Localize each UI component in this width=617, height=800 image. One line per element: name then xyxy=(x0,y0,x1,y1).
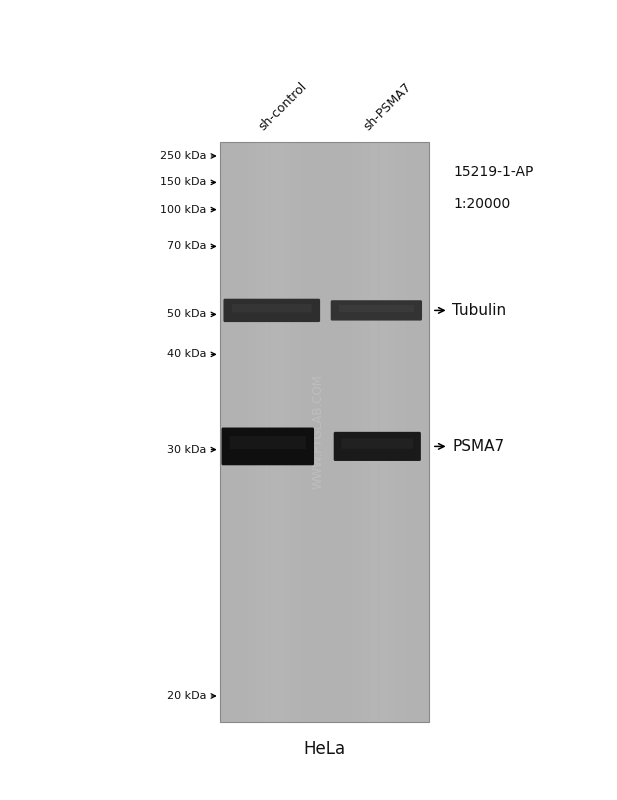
Bar xyxy=(361,142,365,722)
Bar xyxy=(379,142,383,722)
Bar xyxy=(392,142,396,722)
Bar xyxy=(287,142,291,722)
Bar xyxy=(230,142,234,722)
FancyBboxPatch shape xyxy=(232,304,312,312)
Bar xyxy=(261,142,265,722)
Bar xyxy=(334,142,339,722)
Text: Tubulin: Tubulin xyxy=(452,303,507,318)
Text: 40 kDa: 40 kDa xyxy=(167,350,206,359)
Bar xyxy=(257,142,260,722)
Text: WWW.PTGLAB.COM: WWW.PTGLAB.COM xyxy=(312,374,325,490)
Bar xyxy=(370,142,374,722)
FancyBboxPatch shape xyxy=(222,427,314,466)
Bar xyxy=(352,142,357,722)
FancyBboxPatch shape xyxy=(223,298,320,322)
Bar xyxy=(296,142,300,722)
Bar xyxy=(292,142,296,722)
Bar xyxy=(220,142,429,722)
Bar xyxy=(278,142,283,722)
Text: sh-PSMA7: sh-PSMA7 xyxy=(361,81,414,134)
Bar xyxy=(283,142,287,722)
Bar xyxy=(396,142,400,722)
Bar xyxy=(252,142,256,722)
Bar xyxy=(300,142,305,722)
Bar xyxy=(309,142,313,722)
Bar xyxy=(313,142,318,722)
Text: 250 kDa: 250 kDa xyxy=(160,151,206,161)
Text: 30 kDa: 30 kDa xyxy=(167,445,206,454)
Bar xyxy=(418,142,422,722)
Bar xyxy=(239,142,243,722)
Text: 1:20000: 1:20000 xyxy=(453,197,511,211)
Bar xyxy=(348,142,352,722)
Bar xyxy=(413,142,418,722)
Bar xyxy=(374,142,378,722)
Bar xyxy=(270,142,274,722)
FancyBboxPatch shape xyxy=(341,438,413,449)
Bar xyxy=(357,142,361,722)
Bar xyxy=(387,142,392,722)
Bar xyxy=(243,142,247,722)
Text: 15219-1-AP: 15219-1-AP xyxy=(453,165,534,179)
Bar xyxy=(247,142,252,722)
Text: sh-control: sh-control xyxy=(257,80,310,134)
Bar xyxy=(409,142,413,722)
Bar xyxy=(339,142,343,722)
Text: HeLa: HeLa xyxy=(303,740,346,758)
Text: 70 kDa: 70 kDa xyxy=(167,242,206,251)
FancyBboxPatch shape xyxy=(230,436,306,449)
Bar xyxy=(265,142,270,722)
Text: 20 kDa: 20 kDa xyxy=(167,691,206,701)
FancyBboxPatch shape xyxy=(334,432,421,461)
Text: 100 kDa: 100 kDa xyxy=(160,205,206,214)
Bar xyxy=(344,142,347,722)
Bar xyxy=(365,142,370,722)
Text: 150 kDa: 150 kDa xyxy=(160,178,206,187)
FancyBboxPatch shape xyxy=(339,305,414,312)
Bar xyxy=(405,142,409,722)
Bar xyxy=(383,142,387,722)
Bar xyxy=(274,142,278,722)
Text: PSMA7: PSMA7 xyxy=(452,439,504,454)
Bar xyxy=(234,142,239,722)
Bar xyxy=(305,142,309,722)
Text: 50 kDa: 50 kDa xyxy=(167,310,206,319)
FancyBboxPatch shape xyxy=(331,300,422,321)
Bar xyxy=(400,142,405,722)
